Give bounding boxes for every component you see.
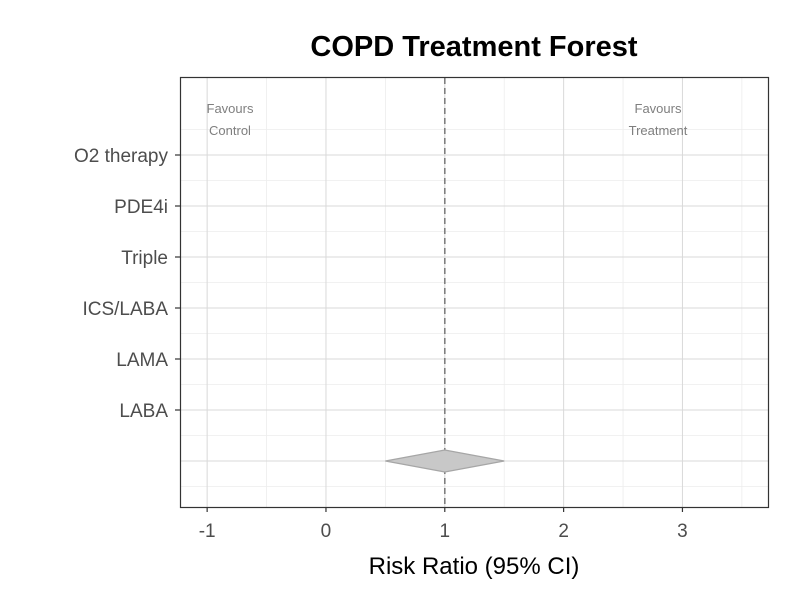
axis-layer: -1 0 1 2 3 O2 therapy PDE4i Triple ICS/LABA LAMA L… <box>74 146 688 542</box>
favours-treatment-line1: Favours <box>635 101 682 116</box>
x-tick-label: 2 <box>558 521 569 542</box>
x-tick-label: 0 <box>321 521 332 542</box>
y-tick-label: PDE4i <box>114 197 168 218</box>
favours-treatment-line2: Treatment <box>629 123 688 138</box>
x-tick-label: 1 <box>440 521 451 542</box>
y-tick-label: LABA <box>119 401 168 422</box>
y-tick-label: O2 therapy <box>74 146 168 167</box>
y-tick-label: Triple <box>121 248 168 269</box>
favours-control-line1: Favours <box>207 101 254 116</box>
chart-title: COPD Treatment Forest <box>310 31 637 63</box>
marks-layer <box>385 449 505 473</box>
favours-control-line2: Control <box>209 123 251 138</box>
grid-layer <box>181 78 768 507</box>
x-axis-label: Risk Ratio (95% CI) <box>369 553 580 580</box>
y-tick-label: ICS/LABA <box>82 299 168 320</box>
x-tick-label: -1 <box>199 521 216 542</box>
panel-border <box>179 76 770 509</box>
x-tick-label: 3 <box>677 521 688 542</box>
y-tick-label: LAMA <box>116 350 168 371</box>
pooled-diamond <box>385 449 505 473</box>
